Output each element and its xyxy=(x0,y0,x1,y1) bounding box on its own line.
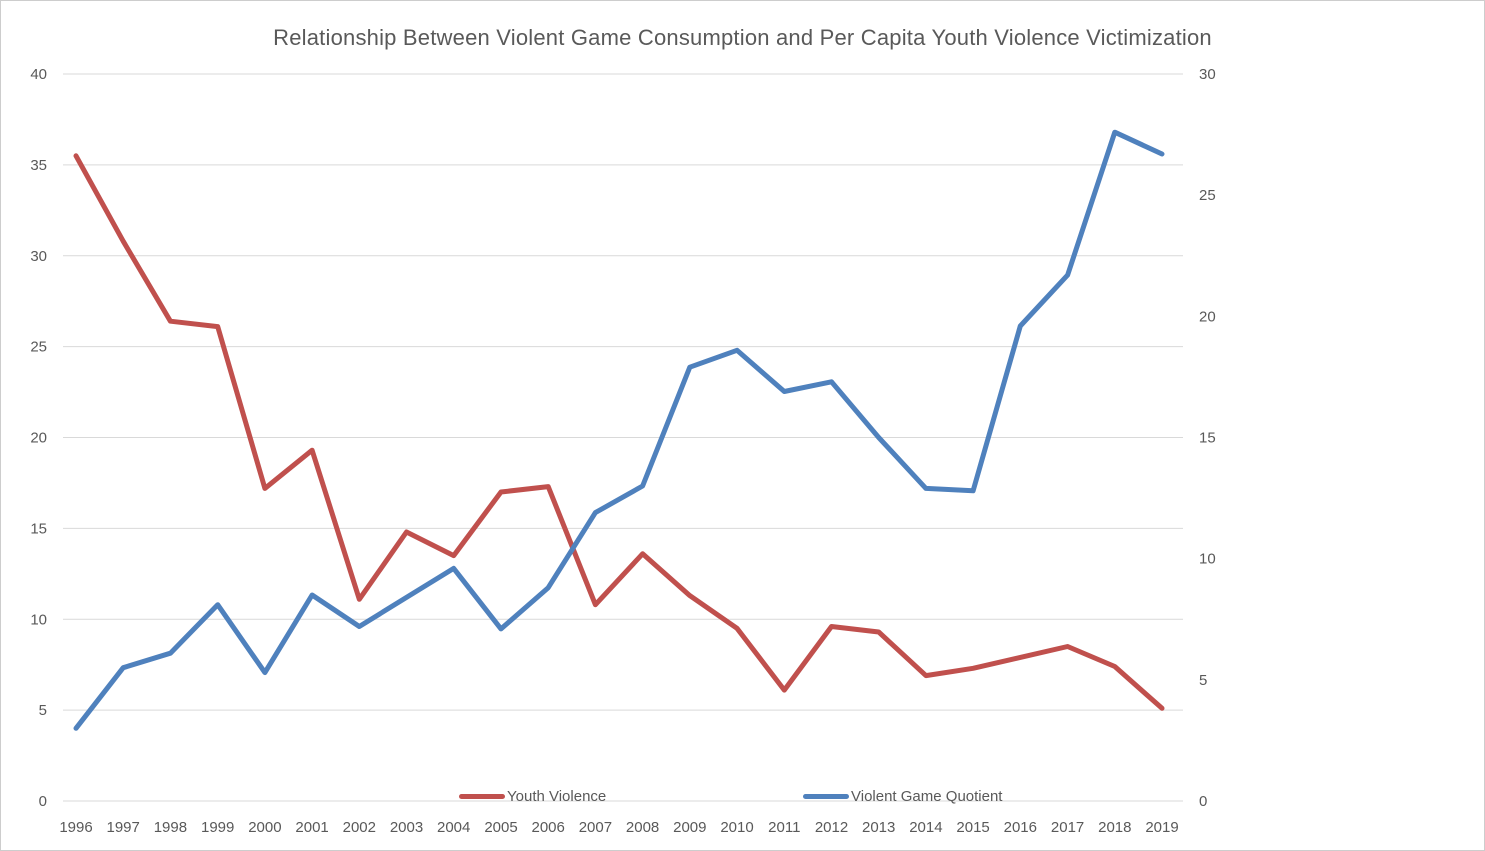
left-axis-tick-label: 5 xyxy=(39,702,47,719)
x-axis-tick-label: 2015 xyxy=(956,819,989,836)
x-axis-tick-label: 2007 xyxy=(579,819,612,836)
x-axis-tick-label: 2013 xyxy=(862,819,895,836)
x-axis-tick-label: 2005 xyxy=(484,819,517,836)
right-axis-tick-label: 10 xyxy=(1199,551,1216,568)
x-axis-tick-label: 1997 xyxy=(107,819,140,836)
series-line-youth-violence xyxy=(73,153,1165,711)
x-axis-tick-label: 2008 xyxy=(626,819,659,836)
left-axis-tick-label: 30 xyxy=(30,248,47,265)
legend-label-violent-game-quotient: Violent Game Quotient xyxy=(851,787,1003,805)
legend-item-youth-violence: Youth Violence xyxy=(459,787,607,805)
left-axis-tick-label: 35 xyxy=(30,157,47,174)
x-axis-tick-label: 2012 xyxy=(815,819,848,836)
x-axis-tick-label: 2000 xyxy=(248,819,281,836)
x-axis-tick-label: 2006 xyxy=(532,819,565,836)
left-axis-tick-label: 40 xyxy=(30,66,47,83)
x-axis-tick-label: 2011 xyxy=(768,819,800,836)
x-axis-tick-label: 2016 xyxy=(1004,819,1037,836)
legend-label-youth-violence: Youth Violence xyxy=(507,787,607,805)
right-axis-tick-label: 15 xyxy=(1199,430,1216,447)
x-axis-tick-label: 2018 xyxy=(1098,819,1131,836)
x-axis-tick-label: 2010 xyxy=(720,819,753,836)
legend-item-violent-game-quotient: Violent Game Quotient xyxy=(803,787,1003,805)
right-axis-tick-label: 0 xyxy=(1199,793,1207,810)
right-axis-tick-label: 25 xyxy=(1199,187,1216,204)
x-axis-tick-label: 2017 xyxy=(1051,819,1084,836)
x-axis-tick-label: 2002 xyxy=(343,819,376,836)
right-axis-tick-label: 20 xyxy=(1199,308,1216,325)
violent-game-quotient-line-swatch xyxy=(803,793,849,799)
chart-title: Relationship Between Violent Game Consum… xyxy=(273,25,1212,50)
right-axis-tick-label: 5 xyxy=(1199,672,1207,689)
left-axis-tick-label: 10 xyxy=(30,611,47,628)
x-axis-tick-label: 2009 xyxy=(673,819,706,836)
youth-violence-line-swatch xyxy=(459,793,505,799)
left-axis-tick-label: 0 xyxy=(39,793,47,810)
x-axis-tick-label: 2001 xyxy=(295,819,328,836)
x-axis-tick-label: 1996 xyxy=(59,819,92,836)
x-axis-tick-label: 1999 xyxy=(201,819,234,836)
left-axis-tick-label: 25 xyxy=(30,339,47,356)
left-axis-tick-label: 15 xyxy=(30,520,47,537)
left-axis-tick-label: 20 xyxy=(30,430,47,447)
x-axis-tick-label: 2004 xyxy=(437,819,470,836)
x-axis-tick-label: 1998 xyxy=(154,819,187,836)
series-line-violent-game-quotient xyxy=(73,129,1165,731)
x-axis-tick-label: 2003 xyxy=(390,819,423,836)
x-axis-tick-label: 2014 xyxy=(909,819,942,836)
right-axis-tick-label: 30 xyxy=(1199,66,1216,83)
x-axis-tick-label: 2019 xyxy=(1145,819,1178,836)
